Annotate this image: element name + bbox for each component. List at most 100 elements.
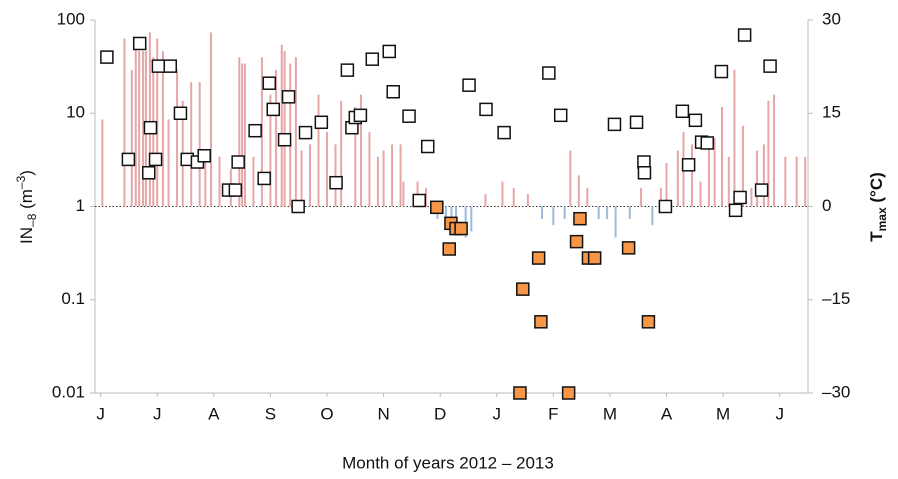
y-label-sub: –8 xyxy=(25,213,39,227)
temp-bar xyxy=(326,131,329,207)
temp-bar xyxy=(665,162,668,207)
in-marker xyxy=(420,139,435,154)
in-marker xyxy=(281,90,296,104)
in-marker xyxy=(675,104,690,119)
in-marker xyxy=(143,120,158,135)
y2-tick-label: –15 xyxy=(822,289,850,308)
y2-tick-label: 0 xyxy=(822,196,831,215)
in-marker xyxy=(658,199,673,214)
in-marker xyxy=(513,386,527,400)
temp-bar xyxy=(167,119,170,207)
temp-bar xyxy=(501,181,504,207)
in-marker xyxy=(386,85,400,99)
temp-bar xyxy=(402,181,405,207)
in-marker xyxy=(714,64,729,79)
temp-bar xyxy=(123,38,126,207)
temp-bar xyxy=(526,194,529,207)
y2-label-unit: (°C) xyxy=(867,172,886,207)
in-marker xyxy=(402,109,416,123)
y2-tick-label: 30 xyxy=(822,9,841,28)
y-label-main: IN xyxy=(17,227,36,244)
in-marker xyxy=(728,203,743,218)
temp-bar xyxy=(275,69,278,207)
in-marker xyxy=(151,59,166,73)
in-marker xyxy=(248,123,262,138)
in-marker xyxy=(163,59,178,73)
temp-bar xyxy=(720,107,723,207)
in-marker xyxy=(382,44,397,59)
x-tick-label: S xyxy=(265,404,276,423)
in-marker xyxy=(754,183,769,197)
in-marker xyxy=(277,132,292,147)
in-marker xyxy=(365,52,380,66)
temp-bar xyxy=(707,144,710,207)
x-tick-label: M xyxy=(716,404,730,423)
x-tick-label: J xyxy=(96,404,105,423)
temp-bar xyxy=(317,94,320,207)
in-marker xyxy=(607,117,622,132)
temp-bar xyxy=(218,156,221,207)
temp-bar xyxy=(628,206,631,219)
in-marker xyxy=(733,190,747,205)
y-tick-label: 0.01 xyxy=(52,382,85,401)
y-tick-label: 10 xyxy=(66,103,85,122)
temp-bar xyxy=(238,57,241,207)
in-marker xyxy=(266,102,280,117)
in-marker xyxy=(621,241,636,255)
in-marker xyxy=(257,171,271,186)
temp-bar xyxy=(640,187,643,207)
temp-bar xyxy=(376,156,379,207)
y-label-close: ) xyxy=(17,170,36,176)
temp-bar xyxy=(651,206,654,226)
y2-axis-title: Tmax (°C) xyxy=(867,172,889,242)
temp-bar xyxy=(243,63,246,207)
x-tick-label: A xyxy=(661,404,673,423)
temp-bar xyxy=(756,150,759,207)
temp-bar xyxy=(444,206,447,226)
temp-bar xyxy=(148,32,151,207)
in-marker xyxy=(228,183,243,197)
y2-label-sub: max xyxy=(875,207,889,231)
temp-bar xyxy=(382,150,385,207)
temp-bar xyxy=(741,125,744,207)
x-tick-label: J xyxy=(153,404,162,423)
temp-bar xyxy=(252,156,255,207)
in-marker xyxy=(353,108,368,123)
temp-bar xyxy=(586,187,589,207)
in-marker xyxy=(231,155,245,169)
temp-bar xyxy=(773,94,776,207)
temp-bar xyxy=(512,187,515,207)
y-tick-label: 0.1 xyxy=(61,289,85,308)
in-marker xyxy=(291,199,305,214)
temp-bar xyxy=(569,150,572,207)
temp-bar xyxy=(368,131,371,207)
temp-bar xyxy=(597,206,600,219)
in-marker xyxy=(148,152,163,167)
temp-bar xyxy=(699,181,702,207)
temp-bar xyxy=(280,44,283,207)
temp-bar xyxy=(161,51,164,207)
in-marker xyxy=(298,125,313,140)
in-marker xyxy=(454,221,468,236)
temp-bar xyxy=(241,63,244,207)
in-marker xyxy=(561,386,576,400)
temp-bar xyxy=(300,150,303,207)
x-tick-label: N xyxy=(377,404,389,423)
temp-bar xyxy=(210,32,213,207)
temp-bar xyxy=(354,107,357,207)
in-marker xyxy=(629,115,644,130)
temp-bar xyxy=(690,144,693,207)
temp-bar xyxy=(359,94,362,207)
in-marker xyxy=(542,66,556,80)
in-marker xyxy=(100,50,114,64)
temp-bar xyxy=(334,144,337,207)
temp-bar xyxy=(156,38,159,207)
x-tick-label: J xyxy=(493,404,502,423)
x-tick-label: F xyxy=(548,404,558,423)
in-marker xyxy=(573,211,587,226)
in-marker xyxy=(479,102,493,117)
x-tick-label: O xyxy=(320,404,333,423)
temp-bar xyxy=(190,82,193,207)
in-marker xyxy=(121,152,136,167)
